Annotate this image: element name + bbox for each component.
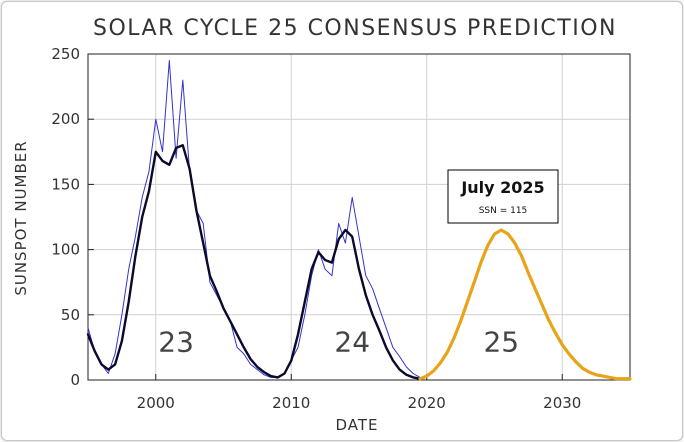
series-line-monthly [87, 60, 421, 378]
cycle-label: 25 [483, 325, 519, 358]
cycle-label: 24 [334, 325, 370, 358]
x-tick-label: 2030 [543, 394, 581, 412]
series-line-smoothed [86, 144, 422, 380]
y-tick-label: 50 [61, 306, 80, 324]
annotation-title: July 2025 [460, 178, 544, 197]
plot-area-border [87, 53, 631, 381]
y-tick-label: 200 [51, 110, 80, 128]
y-axis-label: SUNSPOT NUMBER [12, 140, 30, 295]
cycle-labels: 23 24 25 [158, 325, 519, 358]
x-tick-label: 2000 [137, 394, 175, 412]
chart-title: SOLAR CYCLE 25 CONSENSUS PREDICTION [93, 16, 617, 41]
y-tick-label: 250 [51, 45, 80, 63]
x-tick-label: 2020 [408, 394, 446, 412]
annotation-subtitle: SSN = 115 [479, 206, 528, 216]
annotation-box [447, 169, 559, 224]
x-tick-label: 2010 [272, 394, 310, 412]
x-axis-label: DATE [335, 416, 378, 434]
series-line-prediction [418, 228, 632, 381]
y-tick-label: 100 [51, 241, 80, 259]
cycle-label: 23 [158, 325, 194, 358]
series-layer [86, 60, 632, 381]
y-tick-label: 150 [51, 175, 80, 193]
prediction-annotation: July 2025 SSN = 115 [447, 169, 559, 224]
y-tick-label: 0 [70, 371, 80, 389]
tick-labels: 2000 2010 2020 2030 0 50 100 150 200 250 [51, 45, 581, 412]
